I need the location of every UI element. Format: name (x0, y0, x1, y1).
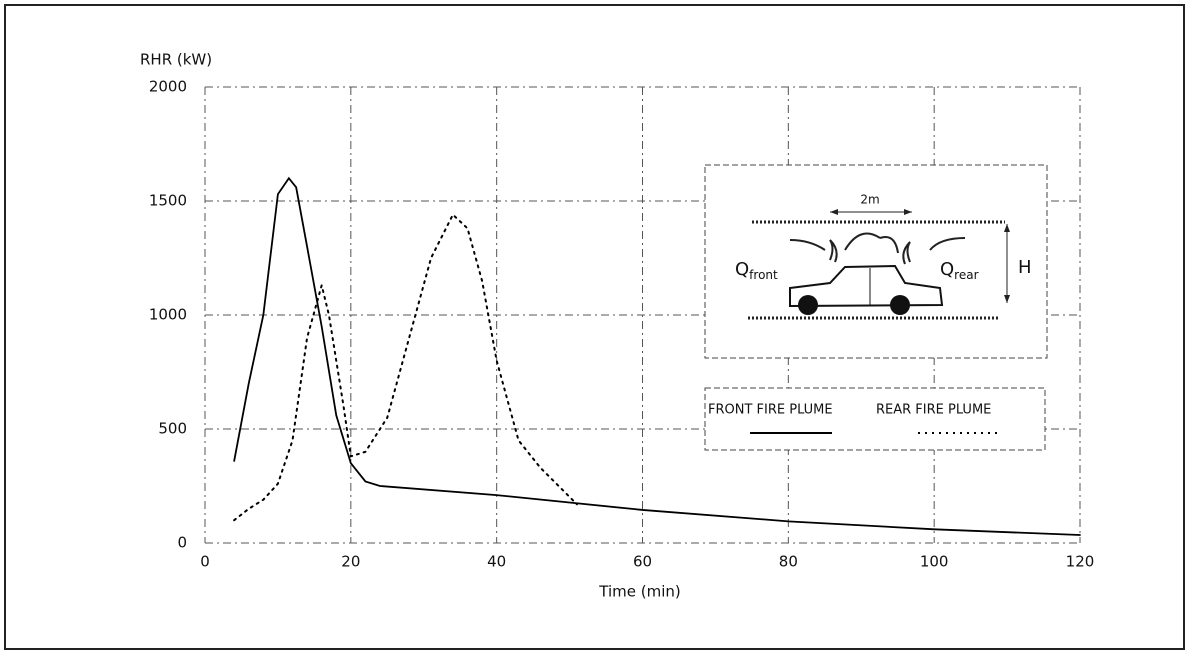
chart: RHR (kW) Time (min) 0 500 1000 1500 2000 0 20 4… (0, 0, 1189, 655)
wheel (798, 295, 818, 315)
x-tick-label: 40 (487, 553, 506, 571)
x-tick-label: 80 (779, 553, 798, 571)
y-tick-label: 1000 (149, 306, 187, 324)
inset-diagram: 2m H Qfront Qrear FRONT FIRE PLUME REAR F… (705, 165, 1047, 450)
rear-label-main: Q (940, 259, 954, 280)
front-label-sub: front (749, 268, 778, 282)
height-label: H (1018, 257, 1032, 278)
y-tick-label: 0 (177, 534, 187, 552)
legend-label: REAR FIRE PLUME (876, 403, 991, 418)
front-label-main: Q (735, 259, 749, 280)
x-tick-label: 0 (200, 553, 210, 571)
x-tick-label: 20 (341, 553, 360, 571)
x-tick-label: 100 (920, 553, 949, 571)
x-axis-title: Time (min) (598, 583, 680, 601)
wheel (890, 295, 910, 315)
y-tick-label: 2000 (149, 78, 187, 96)
rear-label-sub: rear (954, 268, 978, 282)
x-tick-label: 120 (1066, 553, 1095, 571)
legend-box (705, 388, 1045, 450)
x-tick-label: 60 (633, 553, 652, 571)
y-axis-title: RHR (kW) (140, 51, 212, 69)
legend-label: FRONT FIRE PLUME (708, 403, 833, 418)
y-tick-label: 1500 (149, 192, 187, 210)
y-tick-label: 500 (158, 420, 187, 438)
data-line (234, 215, 577, 521)
width-label: 2m (860, 193, 879, 207)
